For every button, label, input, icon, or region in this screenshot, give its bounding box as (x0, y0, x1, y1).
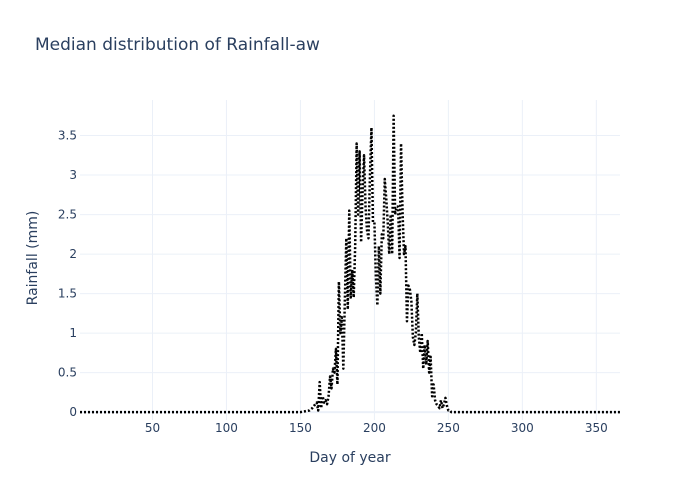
x-tick-label: 100 (215, 421, 238, 435)
x-axis-label: Day of year (309, 450, 391, 466)
x-tick-label: 350 (585, 421, 608, 435)
tick-layer: 50 100 150 200 250 300 350 0 0.5 1 1.5 2 2.5 3 3.5 (58, 129, 608, 435)
y-tick-label: 2.5 (58, 208, 77, 222)
x-tick-label: 300 (511, 421, 534, 435)
y-tick-label: 1 (69, 326, 77, 340)
y-tick-label: 0 (69, 405, 77, 419)
y-axis-label: Rainfall (mm) (25, 211, 41, 306)
x-tick-label: 200 (363, 421, 386, 435)
chart-title: Median distribution of Rainfall-aw (35, 35, 320, 55)
y-tick-label: 3 (69, 168, 77, 182)
x-tick-label: 250 (437, 421, 460, 435)
x-tick-label: 150 (289, 421, 312, 435)
y-tick-label: 3.5 (58, 129, 77, 143)
y-tick-label: 2 (69, 247, 77, 261)
x-tick-label: 50 (145, 421, 160, 435)
y-tick-label: 0.5 (58, 366, 77, 380)
series-line (80, 114, 620, 414)
y-tick-label: 1.5 (58, 287, 77, 301)
series-layer (80, 114, 620, 414)
